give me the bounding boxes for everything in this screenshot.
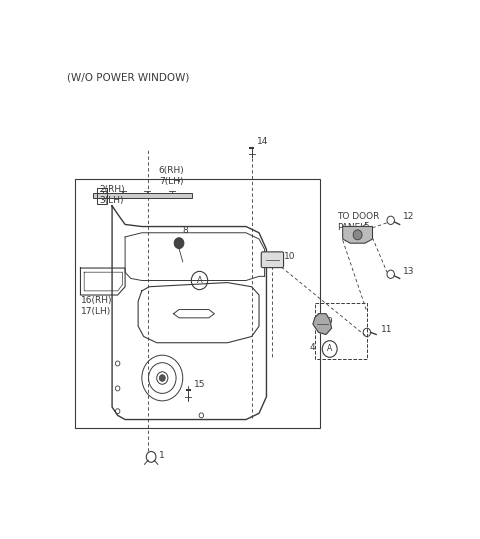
Bar xyxy=(315,303,367,360)
FancyBboxPatch shape xyxy=(261,252,284,268)
Polygon shape xyxy=(313,314,332,334)
Text: 11: 11 xyxy=(381,325,392,334)
Text: 1: 1 xyxy=(158,451,164,460)
Text: 2(RH)
3(LH): 2(RH) 3(LH) xyxy=(99,185,125,205)
Text: 4: 4 xyxy=(310,343,315,352)
Circle shape xyxy=(159,375,165,382)
Text: TO DOOR
PANEL: TO DOOR PANEL xyxy=(337,212,380,232)
Text: 14: 14 xyxy=(257,136,268,146)
Text: 10: 10 xyxy=(284,252,296,261)
Text: 15: 15 xyxy=(194,380,205,389)
Bar xyxy=(94,194,192,198)
Circle shape xyxy=(174,238,184,248)
Text: 8: 8 xyxy=(183,226,189,235)
Text: 9: 9 xyxy=(326,317,332,326)
Text: 16(RH)
17(LH): 16(RH) 17(LH) xyxy=(81,296,112,316)
Text: (W/O POWER WINDOW): (W/O POWER WINDOW) xyxy=(67,72,190,82)
Text: 5: 5 xyxy=(363,222,369,231)
Text: A: A xyxy=(327,344,332,354)
Bar xyxy=(75,179,321,428)
Text: 6(RH)
7(LH): 6(RH) 7(LH) xyxy=(159,167,184,186)
Text: A: A xyxy=(197,276,203,285)
Circle shape xyxy=(353,230,362,240)
Polygon shape xyxy=(343,226,372,243)
Text: 12: 12 xyxy=(403,212,414,222)
Text: 13: 13 xyxy=(403,267,415,277)
